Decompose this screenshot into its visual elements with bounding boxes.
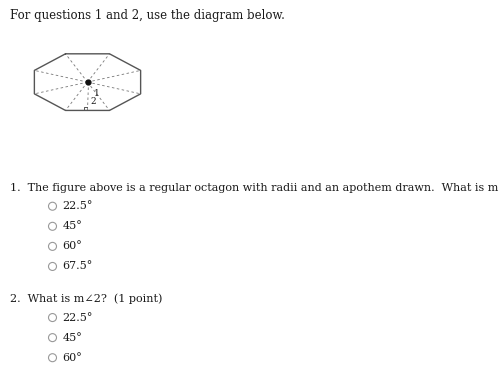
Text: 22.5°: 22.5° (62, 312, 93, 323)
Text: 67.5°: 67.5° (62, 261, 93, 272)
Text: 2: 2 (90, 97, 96, 106)
Text: 60°: 60° (62, 353, 82, 363)
Text: 45°: 45° (62, 333, 82, 343)
Text: 22.5°: 22.5° (62, 201, 93, 211)
Text: 45°: 45° (62, 221, 82, 231)
Text: 1: 1 (94, 89, 99, 99)
Text: 1.  The figure above is a regular octagon with radii and an apothem drawn.  What: 1. The figure above is a regular octagon… (10, 182, 500, 193)
Text: For questions 1 and 2, use the diagram below.: For questions 1 and 2, use the diagram b… (10, 9, 285, 22)
Text: 60°: 60° (62, 241, 82, 251)
Text: 2.  What is m∠2?  (1 point): 2. What is m∠2? (1 point) (10, 294, 162, 304)
